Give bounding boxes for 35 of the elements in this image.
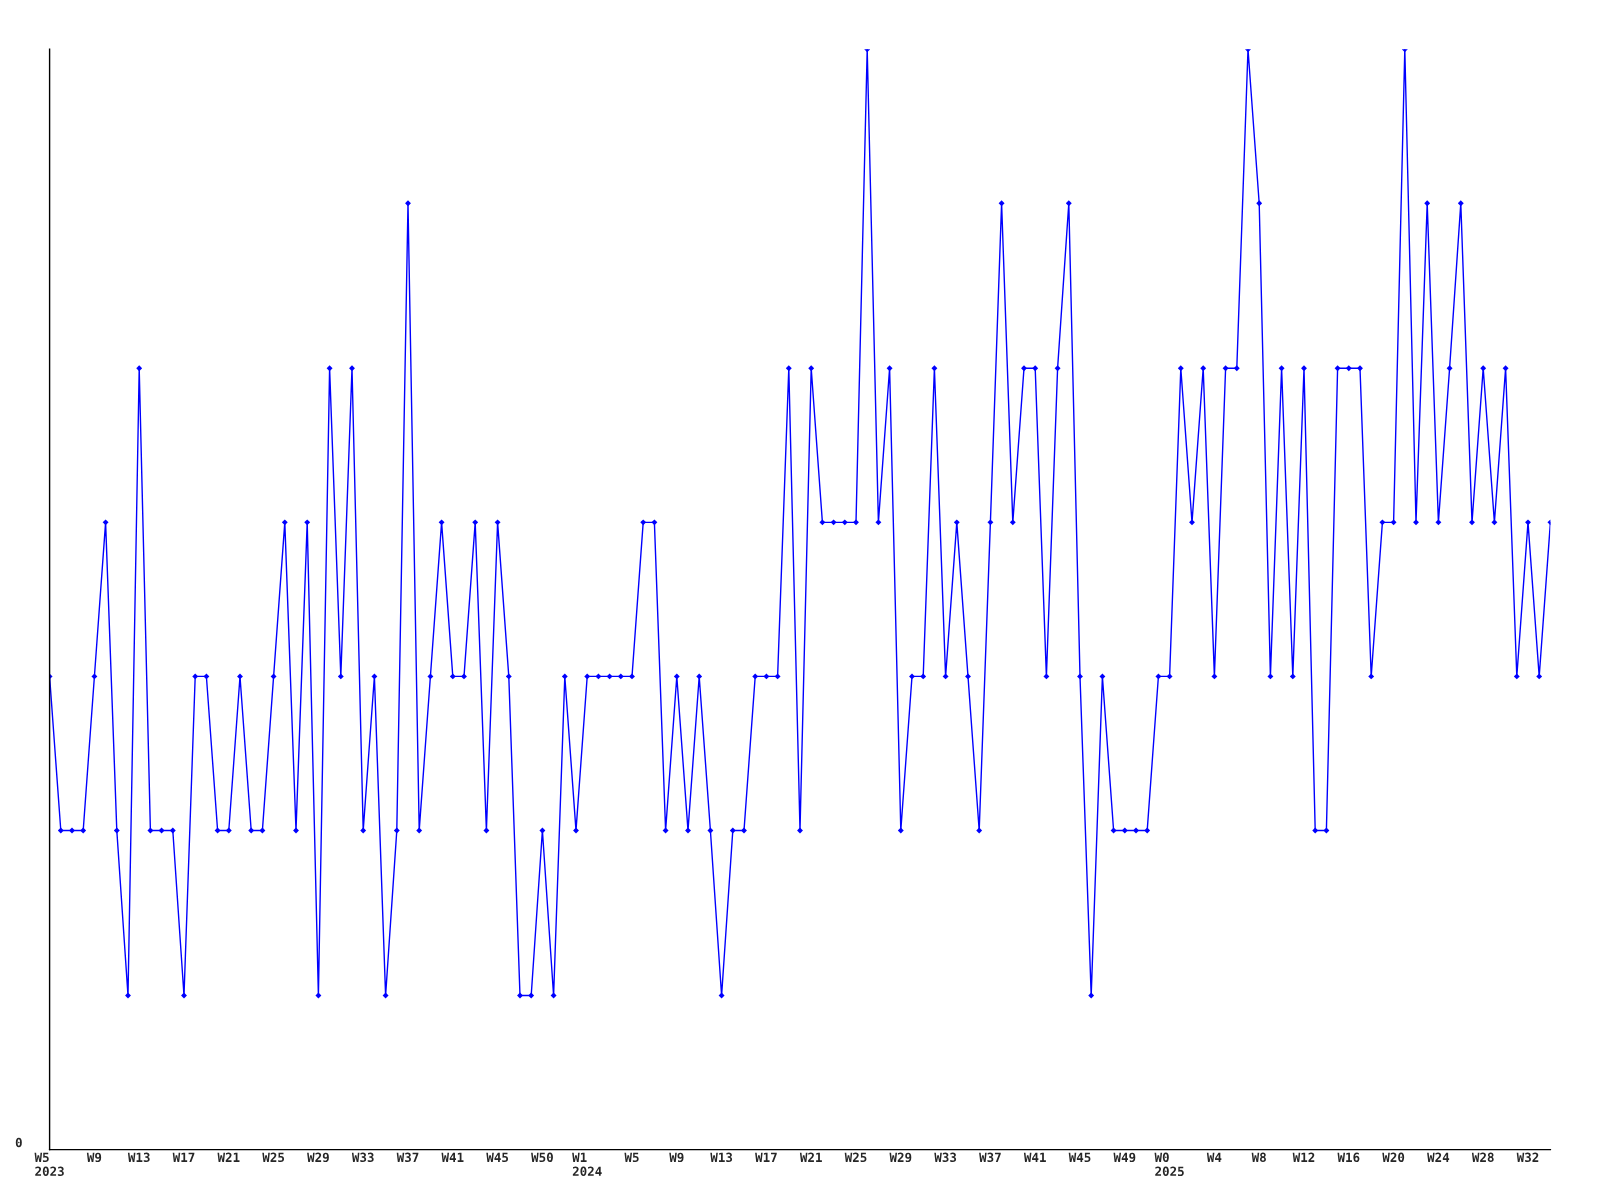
- x-tick-label: W45: [486, 1152, 509, 1163]
- x-tick-label: W50: [531, 1152, 553, 1163]
- x-tick-label: W37: [979, 1152, 1001, 1163]
- x-tick-label: W25: [262, 1152, 285, 1163]
- x-tick-label: W28: [1471, 1152, 1494, 1163]
- x-tick-label: W8: [1251, 1152, 1266, 1163]
- x-tick-label: W24: [1427, 1152, 1450, 1162]
- x-tick-label: W0 2025: [1154, 1152, 1184, 1177]
- x-tick-label: W17: [755, 1152, 777, 1162]
- x-tick-label: W41: [441, 1152, 464, 1162]
- x-tick-label: W29: [889, 1152, 912, 1163]
- x-tick-label: W33: [351, 1152, 374, 1163]
- x-tick-label: W20: [1382, 1152, 1405, 1163]
- text: 0: [15, 1137, 22, 1148]
- x-tick-label: W41: [1023, 1152, 1046, 1162]
- x-tick-label: W45: [1068, 1152, 1091, 1163]
- x-tick-label: W13: [710, 1152, 733, 1163]
- x-tick-label: W12: [1292, 1152, 1315, 1162]
- x-tick-label: W21: [799, 1152, 822, 1162]
- x-tick-label: W49: [1113, 1152, 1136, 1163]
- x-tick-label: W1 2024: [572, 1152, 602, 1177]
- x-tick-label: W16: [1337, 1152, 1360, 1163]
- x-tick-label: W5: [624, 1152, 639, 1163]
- x-tick-label: W21: [217, 1152, 240, 1162]
- x-tick-label: W13: [127, 1152, 150, 1163]
- x-tick-label: W4: [1206, 1152, 1222, 1162]
- x-tick-label: W17: [172, 1152, 195, 1162]
- x-tick-label: W33: [934, 1152, 957, 1163]
- x-tick-label: W25: [844, 1152, 867, 1163]
- x-tick-label: W37: [396, 1152, 419, 1163]
- x-tick-label: W29: [307, 1152, 329, 1163]
- x-tick-label: W32: [1516, 1152, 1539, 1163]
- x-tick-label: W5 2023: [34, 1152, 64, 1177]
- x-tick-label: W9: [86, 1152, 102, 1163]
- x-tick-label: W9: [669, 1152, 684, 1163]
